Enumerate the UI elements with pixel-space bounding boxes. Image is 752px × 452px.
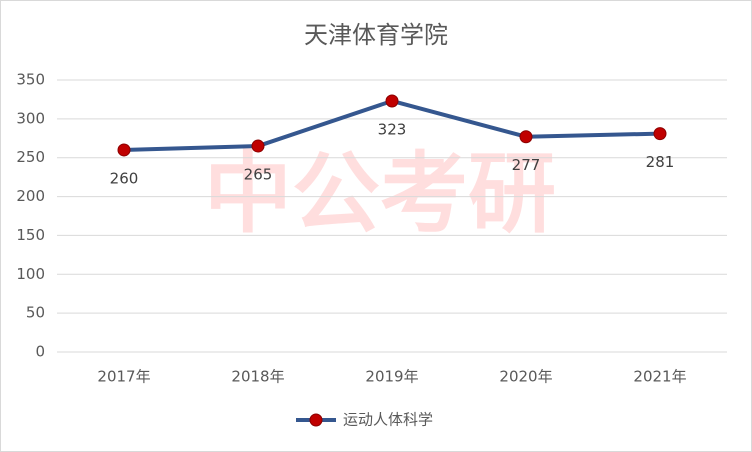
point xyxy=(251,139,265,153)
point xyxy=(385,94,399,108)
x-tick-label: 2017年 xyxy=(97,368,150,386)
y-tick-label: 350 xyxy=(16,71,45,89)
y-tick-label: 300 xyxy=(16,109,45,127)
point xyxy=(117,143,131,157)
data-label: 277 xyxy=(512,156,541,174)
y-tick-label: 0 xyxy=(35,343,45,361)
x-tick-label: 2020年 xyxy=(499,368,552,386)
data-label: 260 xyxy=(110,169,139,187)
y-tick-label: 200 xyxy=(16,187,45,205)
x-tick-label: 2019年 xyxy=(365,368,418,386)
point xyxy=(653,127,667,141)
legend-label: 运动人体科学 xyxy=(343,411,433,429)
watermark: 中公考研 xyxy=(204,142,556,245)
data-label: 323 xyxy=(378,120,407,138)
data-label: 281 xyxy=(646,153,675,171)
point xyxy=(519,130,533,144)
data-label: 265 xyxy=(244,166,273,184)
x-tick-label: 2021年 xyxy=(633,368,686,386)
chart-title: 天津体育学院 xyxy=(304,21,448,49)
y-tick-label: 150 xyxy=(16,226,45,244)
legend-marker xyxy=(309,413,323,427)
y-tick-label: 250 xyxy=(16,148,45,166)
y-tick-label: 100 xyxy=(16,265,45,283)
y-tick-label: 50 xyxy=(26,304,45,322)
x-tick-label: 2018年 xyxy=(231,368,284,386)
